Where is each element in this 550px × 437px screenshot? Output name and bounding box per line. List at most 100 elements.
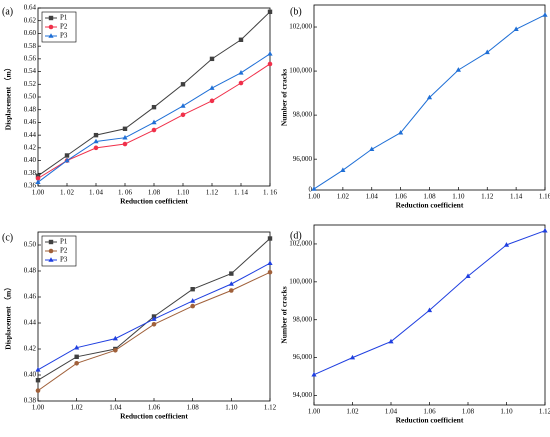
- marker: [35, 378, 41, 383]
- x-tick-label: 1.08: [148, 189, 161, 197]
- x-tick-label: 1. 14: [234, 189, 249, 197]
- marker: [113, 348, 118, 353]
- marker: [151, 316, 157, 321]
- series-line: [37, 53, 271, 183]
- marker: [151, 127, 157, 133]
- marker: [267, 9, 273, 15]
- marker: [542, 227, 548, 233]
- marker: [398, 129, 404, 135]
- series-line: [313, 14, 546, 190]
- marker: [112, 335, 118, 341]
- marker: [180, 82, 186, 87]
- marker: [190, 287, 195, 292]
- series-line: [37, 271, 271, 392]
- y-tick-label: 98,000: [293, 315, 313, 323]
- marker: [180, 112, 186, 118]
- y-tick-label: 0.48: [24, 267, 37, 275]
- marker: [238, 80, 244, 86]
- x-axis-label: Reduction coefficient: [120, 197, 188, 206]
- marker: [64, 157, 70, 163]
- y-tick-label: 0.60: [24, 29, 37, 37]
- panel-label: (a): [2, 6, 13, 17]
- marker: [426, 307, 433, 313]
- y-tick-label: 0.44: [24, 131, 37, 139]
- y-tick-label: 0.38: [24, 169, 37, 177]
- x-tick-label: 1. 02: [60, 189, 75, 197]
- marker: [122, 134, 128, 140]
- marker: [513, 26, 519, 32]
- x-tick-label: 1. 04: [89, 189, 104, 197]
- x-tick-label: 1.02: [346, 408, 359, 416]
- marker: [238, 70, 244, 75]
- x-tick-label: 1. 16: [263, 189, 278, 197]
- marker: [74, 354, 79, 359]
- y-tick-label: 0.42: [24, 345, 37, 353]
- x-tick-label: 1.12: [206, 189, 219, 197]
- marker: [35, 176, 41, 181]
- marker: [48, 257, 54, 262]
- y-tick-label: 0.58: [24, 42, 37, 50]
- marker: [209, 98, 215, 104]
- y-tick-label: 0.50: [24, 241, 37, 249]
- y-tick-label: 0.54: [24, 67, 37, 75]
- marker: [151, 119, 157, 125]
- marker: [267, 270, 273, 275]
- legend-label: P1: [60, 14, 68, 22]
- legend-label: P2: [60, 23, 68, 31]
- legend-label: P3: [60, 32, 68, 40]
- y-tick-label: 98,000: [293, 111, 313, 119]
- x-tick-label: 1.16: [539, 193, 550, 201]
- marker: [48, 239, 54, 245]
- y-tick-label: 100,000: [289, 277, 312, 285]
- marker: [503, 242, 510, 247]
- marker: [122, 141, 128, 147]
- y-axis-label: Number of cracks: [280, 286, 289, 343]
- x-tick-label: 1.00: [32, 189, 45, 197]
- x-axis-label: Reduction coefficient: [396, 201, 464, 210]
- x-axis-label: Reduction coefficient: [396, 416, 464, 425]
- marker: [122, 126, 128, 131]
- marker: [311, 371, 317, 377]
- marker: [35, 179, 41, 184]
- y-tick-label: 0.40: [24, 156, 37, 164]
- y-tick-label: 0.48: [24, 105, 37, 113]
- y-tick-label: 0.44: [24, 319, 37, 327]
- legend-label: P1: [60, 238, 68, 246]
- y-tick-label: 100,000: [289, 67, 312, 75]
- marker: [267, 236, 273, 241]
- y-tick-label: 96,000: [293, 155, 313, 163]
- marker: [229, 288, 234, 293]
- legend-label: P2: [60, 247, 68, 255]
- panel-label: (d): [290, 230, 302, 241]
- marker: [35, 388, 41, 393]
- y-tick-label: 0.52: [24, 80, 37, 88]
- panel-label: (b): [290, 6, 302, 17]
- marker: [267, 260, 273, 265]
- y-tick-label: 94,000: [293, 391, 313, 399]
- x-tick-label: 1.10: [500, 408, 513, 416]
- x-tick-label: 1.08: [462, 408, 475, 416]
- marker: [180, 103, 186, 108]
- marker: [229, 271, 234, 276]
- marker: [48, 33, 54, 38]
- x-tick-label: 1.12: [481, 193, 494, 201]
- marker: [48, 248, 54, 254]
- marker: [35, 173, 41, 179]
- marker: [151, 104, 157, 110]
- marker: [48, 24, 54, 30]
- marker: [455, 67, 461, 72]
- marker: [542, 12, 548, 17]
- marker: [209, 56, 215, 62]
- y-tick-label: 0.56: [24, 54, 37, 62]
- marker: [267, 50, 273, 56]
- x-tick-label: 1.04: [385, 408, 398, 416]
- x-tick-label: 1.02: [71, 404, 84, 412]
- marker: [311, 186, 317, 191]
- x-tick-label: 1.06: [423, 408, 436, 416]
- marker: [238, 37, 244, 42]
- marker: [190, 303, 195, 309]
- marker: [93, 132, 99, 138]
- x-tick-label: 1.00: [308, 408, 321, 416]
- x-tick-label: 1.10: [452, 193, 465, 201]
- x-tick-label: 1.12: [539, 408, 550, 416]
